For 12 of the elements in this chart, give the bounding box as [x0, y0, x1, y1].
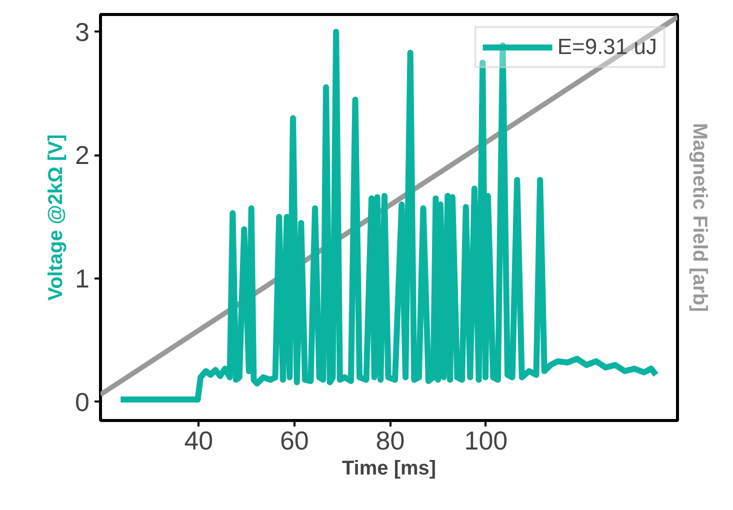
x-tick-label: 100 [464, 426, 508, 456]
y-axis-title: Voltage @2kΩ [V] [45, 134, 68, 301]
x-tick-label: 60 [280, 426, 309, 456]
y-tick-label: 0 [75, 386, 90, 417]
x-axis-title: Time [ms] [342, 458, 436, 480]
y-tick-label: 2 [75, 140, 90, 170]
x-tick-label: 40 [184, 426, 214, 456]
y2-axis-title: Magnetic Field [arb] [688, 123, 710, 312]
legend-label: E=9.31 uJ [557, 34, 657, 60]
x-tick-label: 80 [376, 426, 405, 456]
y-tick-label: 3 [75, 16, 90, 47]
y-tick-label: 1 [75, 264, 90, 294]
